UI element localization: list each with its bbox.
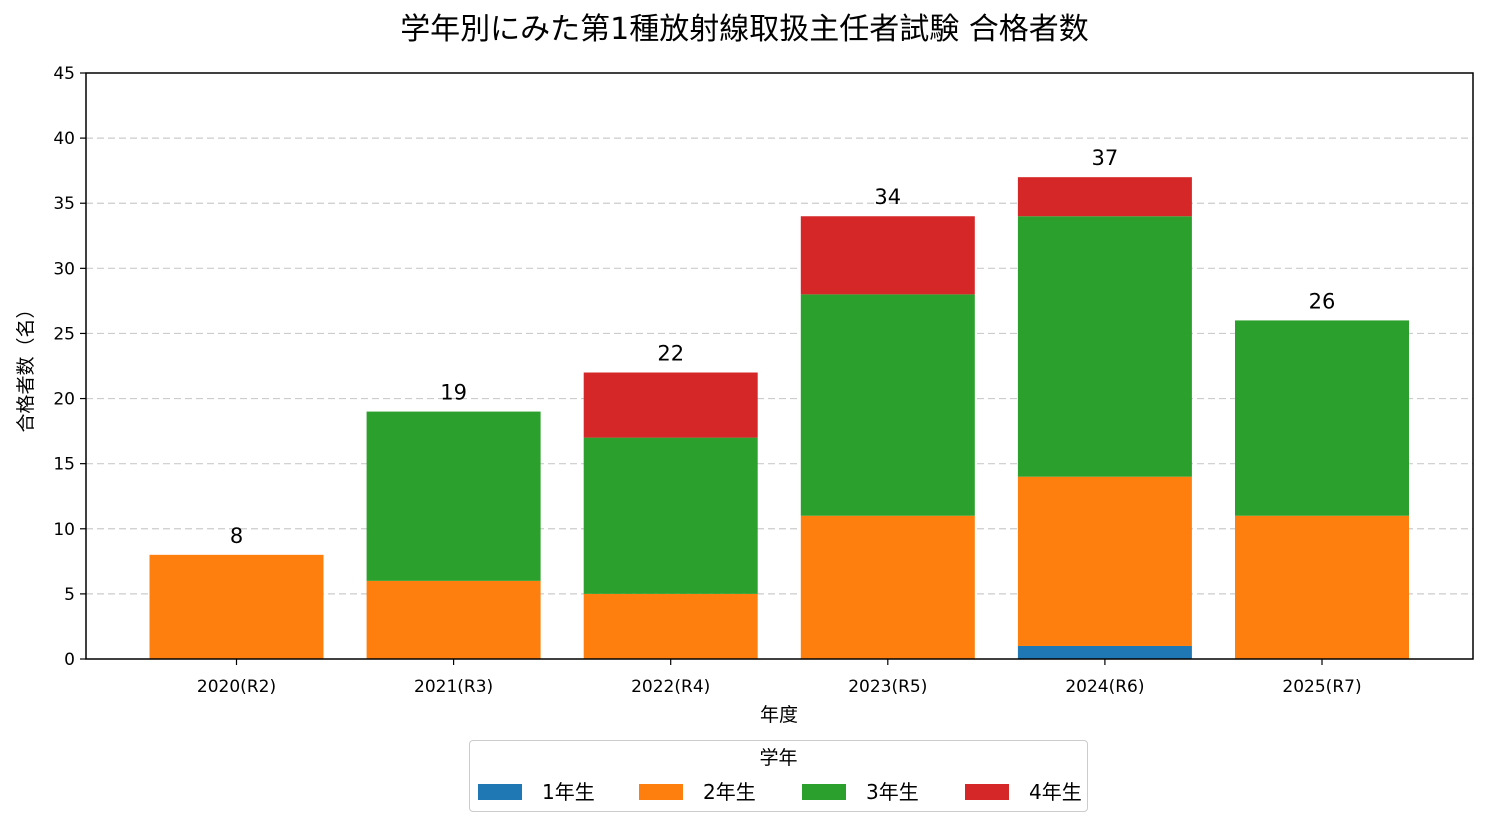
legend-item: 2年生 xyxy=(639,779,756,805)
bar-segment xyxy=(583,593,758,659)
chart-plot: 0 5 10 15 20 25 30 35 40 45 2020(R2) 2021(R3) 2022(R… xyxy=(15,64,1474,726)
x-tick-label: 2023(R5) xyxy=(848,677,927,697)
bars xyxy=(149,177,1409,659)
legend-title: 学年 xyxy=(759,747,798,769)
bar-total-label: 22 xyxy=(657,342,684,366)
legend: 学年 1年生 2年生 3年生 4年生 xyxy=(469,740,1088,812)
y-tick-label: 35 xyxy=(53,194,75,214)
y-tick-label: 5 xyxy=(64,585,75,605)
y-tick-label: 0 xyxy=(64,650,75,670)
bar-segment xyxy=(1235,320,1409,516)
bar-total-label: 26 xyxy=(1309,289,1336,313)
legend-swatch xyxy=(965,784,1009,800)
legend-item: 4年生 xyxy=(965,779,1082,805)
y-tick-label: 30 xyxy=(53,259,75,279)
y-tick-label: 20 xyxy=(53,390,75,410)
legend-swatch xyxy=(639,784,683,800)
bar-segment xyxy=(583,372,758,438)
bar-total-label: 37 xyxy=(1092,146,1119,170)
bar-segment xyxy=(800,294,975,516)
legend-item: 3年生 xyxy=(802,779,919,805)
bar-segment xyxy=(800,515,975,659)
bar-segment xyxy=(1017,476,1192,646)
y-tick-label: 10 xyxy=(53,520,75,540)
bar-segment xyxy=(1017,645,1192,659)
bar-segment xyxy=(1017,177,1192,217)
legend-swatch xyxy=(478,784,522,800)
x-tick-label: 2022(R4) xyxy=(631,677,710,697)
bar-total-label: 34 xyxy=(874,185,901,209)
y-tick-label: 45 xyxy=(53,64,75,84)
plot-frame xyxy=(85,72,1474,660)
x-tick-label: 2021(R3) xyxy=(414,677,493,697)
bar-segment xyxy=(366,580,541,659)
bar-total-label: 8 xyxy=(230,524,243,548)
bar-segment xyxy=(1017,216,1192,477)
bar-segment xyxy=(1235,515,1409,659)
y-tick-label: 15 xyxy=(53,455,75,475)
x-tick-label: 2025(R7) xyxy=(1282,677,1361,697)
legend-item: 1年生 xyxy=(478,779,595,805)
total-labels: 8 19 22 34 37 26 xyxy=(230,146,1336,548)
y-tick-label: 25 xyxy=(53,324,75,344)
x-tick-label: 2024(R6) xyxy=(1065,677,1144,697)
x-axis-label: 年度 xyxy=(760,704,798,726)
legend-label: 4年生 xyxy=(1029,780,1082,804)
bar-total-label: 19 xyxy=(440,381,467,405)
y-tick-label: 40 xyxy=(53,129,75,149)
legend-swatch xyxy=(802,784,846,800)
ticks: 0 5 10 15 20 25 30 35 40 45 2020(R2) 2021(R3) 2022(R… xyxy=(53,64,1361,697)
bar-segment xyxy=(583,437,758,594)
x-tick-label: 2020(R2) xyxy=(197,677,276,697)
bar-segment xyxy=(149,554,324,659)
legend-label: 1年生 xyxy=(542,780,595,804)
chart-title: 学年別にみた第1種放射線取扱主任者試験 合格者数 xyxy=(400,12,1089,47)
legend-label: 3年生 xyxy=(866,780,919,804)
y-axis-label: 合格者数（名） xyxy=(15,299,37,432)
legend-label: 2年生 xyxy=(703,780,756,804)
bar-segment xyxy=(800,216,975,295)
bar-segment xyxy=(366,411,541,581)
